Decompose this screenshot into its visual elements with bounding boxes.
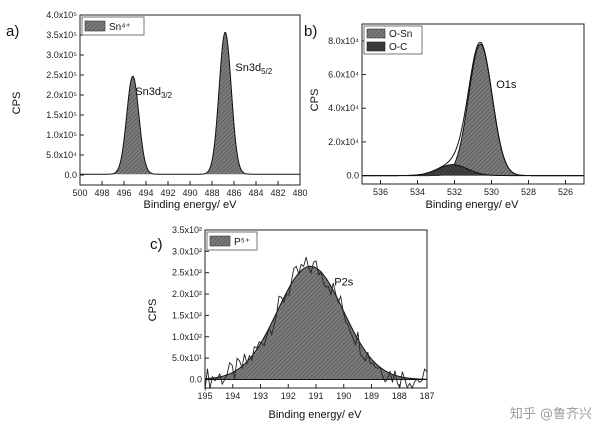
xtick-label: 193 <box>253 391 268 401</box>
xtick-label: 482 <box>270 188 285 198</box>
xtick-label: 528 <box>521 187 536 197</box>
xlabel-c: Binding energy/ eV <box>269 409 363 421</box>
peak-annotation: Sn3d5/2 <box>235 62 272 76</box>
ytick-label: 1.5x10⁵ <box>46 110 77 120</box>
peak-annotation: O1s <box>496 79 517 91</box>
ytick-label: 8.0x10⁴ <box>328 36 359 46</box>
ytick-label: 4.0x10⁵ <box>46 10 77 20</box>
ytick-label: 4.0x10⁴ <box>328 103 359 113</box>
panel-label-c: c) <box>150 236 163 253</box>
xtick-label: 187 <box>419 391 434 401</box>
yticks-a: 0.0 5.0x10⁴ 1.0x10⁵ 1.5x10⁵ 2.0x10⁵ 2.5x10⁵ 3.… <box>46 10 84 180</box>
peak-annotation: P2s <box>334 277 353 289</box>
panel-a: a) CPS Binding energy/ eV 0.0 5.0x10⁴ 1.0x… <box>6 10 308 211</box>
frame-b <box>361 23 585 185</box>
xtick-label: 195 <box>197 391 212 401</box>
series-line-a-0 <box>80 31 300 175</box>
plot-area-c <box>204 256 428 391</box>
annotations-c: P2s <box>334 277 353 289</box>
ytick-label: 3.0x10² <box>172 246 202 256</box>
xtick-label: 532 <box>447 187 462 197</box>
ylabel-a: CPS <box>11 92 23 115</box>
legend-swatch-o-c <box>366 41 386 52</box>
watermark-text: 知乎 @鲁齐兴 <box>510 406 592 422</box>
ytick-label: 3.0x10⁵ <box>46 50 77 60</box>
ytick-label: 0.0 <box>64 170 77 180</box>
ytick-label: 5.0x10⁴ <box>46 150 77 160</box>
xtick-label: 194 <box>225 391 240 401</box>
xtick-label: 189 <box>364 391 379 401</box>
xtick-label: 536 <box>373 187 388 197</box>
ytick-label: 2.0x10² <box>172 289 202 299</box>
ytick-label: 0.0 <box>189 374 202 384</box>
ytick-label: 1.0x10⁵ <box>46 130 77 140</box>
ytick-label: 1.5x10² <box>172 310 202 320</box>
panel-b: b) CPS Binding energy/ eV 0.0 2.0x10⁴ 4.0x… <box>304 23 585 211</box>
series-fill-b-1 <box>362 164 584 176</box>
xticks-c: 195 194 193 192 191 190 189 188 187 <box>197 384 435 401</box>
panel-label-a: a) <box>6 23 19 40</box>
xtick-label: 492 <box>160 188 175 198</box>
xtick-label: 486 <box>226 188 241 198</box>
panel-c: c) CPS Binding energy/ eV 0.0 5.0x10¹ 1.0x… <box>147 225 435 421</box>
xtick-label: 484 <box>248 188 263 198</box>
ytick-label: 3.5x10⁵ <box>46 30 77 40</box>
frame-c <box>204 229 428 389</box>
annotations-b: O1s <box>496 79 517 91</box>
xtick-label: 488 <box>204 188 219 198</box>
yticks-c: 0.0 5.0x10¹ 1.0x10² 1.5x10² 2.0x10² 2.5x10² 3.… <box>172 225 209 384</box>
series-fill-b-0 <box>362 44 584 176</box>
envelope-line-b <box>362 41 584 177</box>
xtick-label: 530 <box>484 187 499 197</box>
xtick-label: 188 <box>392 391 407 401</box>
legend-a: Sn⁴⁺ <box>81 16 145 36</box>
legend-label-o-sn: O-Sn <box>389 29 412 40</box>
panel-label-b: b) <box>304 23 317 40</box>
xtick-label: 192 <box>281 391 296 401</box>
plot-area-a <box>80 31 300 175</box>
legend-swatch-p5 <box>209 235 231 247</box>
xtick-label: 191 <box>308 391 323 401</box>
ytick-label: 5.0x10¹ <box>172 353 202 363</box>
xtick-label: 498 <box>94 188 109 198</box>
xtick-label: 534 <box>410 187 425 197</box>
xtick-label: 480 <box>292 188 307 198</box>
xtick-label: 190 <box>336 391 351 401</box>
xticks-b: 536 534 532 530 528 526 <box>373 180 573 197</box>
ytick-label: 3.5x10² <box>172 225 202 235</box>
legend-label-o-c: O-C <box>389 42 407 53</box>
xtick-label: 496 <box>116 188 131 198</box>
ytick-label: 1.0x10² <box>172 332 202 342</box>
ytick-label: 2.5x10⁵ <box>46 70 77 80</box>
legend-label-p5: P⁵⁺ <box>234 237 250 248</box>
legend-swatch-sn4 <box>84 20 106 32</box>
ylabel-b: CPS <box>309 89 321 112</box>
series-fill-c-0 <box>205 266 427 380</box>
xlabel-b: Binding energy/ eV <box>426 199 520 211</box>
ylabel-c: CPS <box>147 299 159 322</box>
xlabel-a: Binding energy/ eV <box>144 199 238 211</box>
xtick-label: 500 <box>72 188 87 198</box>
annotations-a: Sn3d3/2 Sn3d5/2 <box>135 62 272 100</box>
raw-trace-c <box>204 256 428 391</box>
yticks-b: 0.0 2.0x10⁴ 4.0x10⁴ 6.0x10⁴ 8.0x10⁴ <box>328 36 366 181</box>
peak-annotation: Sn3d3/2 <box>135 86 172 100</box>
plot-area-b <box>362 41 584 177</box>
legend-b: O-Sn O-C <box>363 25 423 55</box>
legend-c: P⁵⁺ <box>206 231 258 251</box>
xtick-label: 526 <box>558 187 573 197</box>
xticks-a: 500 498 496 494 492 490 488 486 484 482 480 <box>72 181 308 198</box>
legend-swatch-o-sn <box>366 28 386 39</box>
ytick-label: 2.0x10⁵ <box>46 90 77 100</box>
frame-a <box>79 14 301 186</box>
xtick-label: 490 <box>182 188 197 198</box>
ytick-label: 2.5x10² <box>172 268 202 278</box>
ytick-label: 0.0 <box>346 171 359 181</box>
xtick-label: 494 <box>138 188 153 198</box>
series-fill-a-0 <box>80 32 300 175</box>
ytick-label: 6.0x10⁴ <box>328 70 359 80</box>
ytick-label: 2.0x10⁴ <box>328 137 359 147</box>
legend-label-sn4: Sn⁴⁺ <box>109 22 131 33</box>
